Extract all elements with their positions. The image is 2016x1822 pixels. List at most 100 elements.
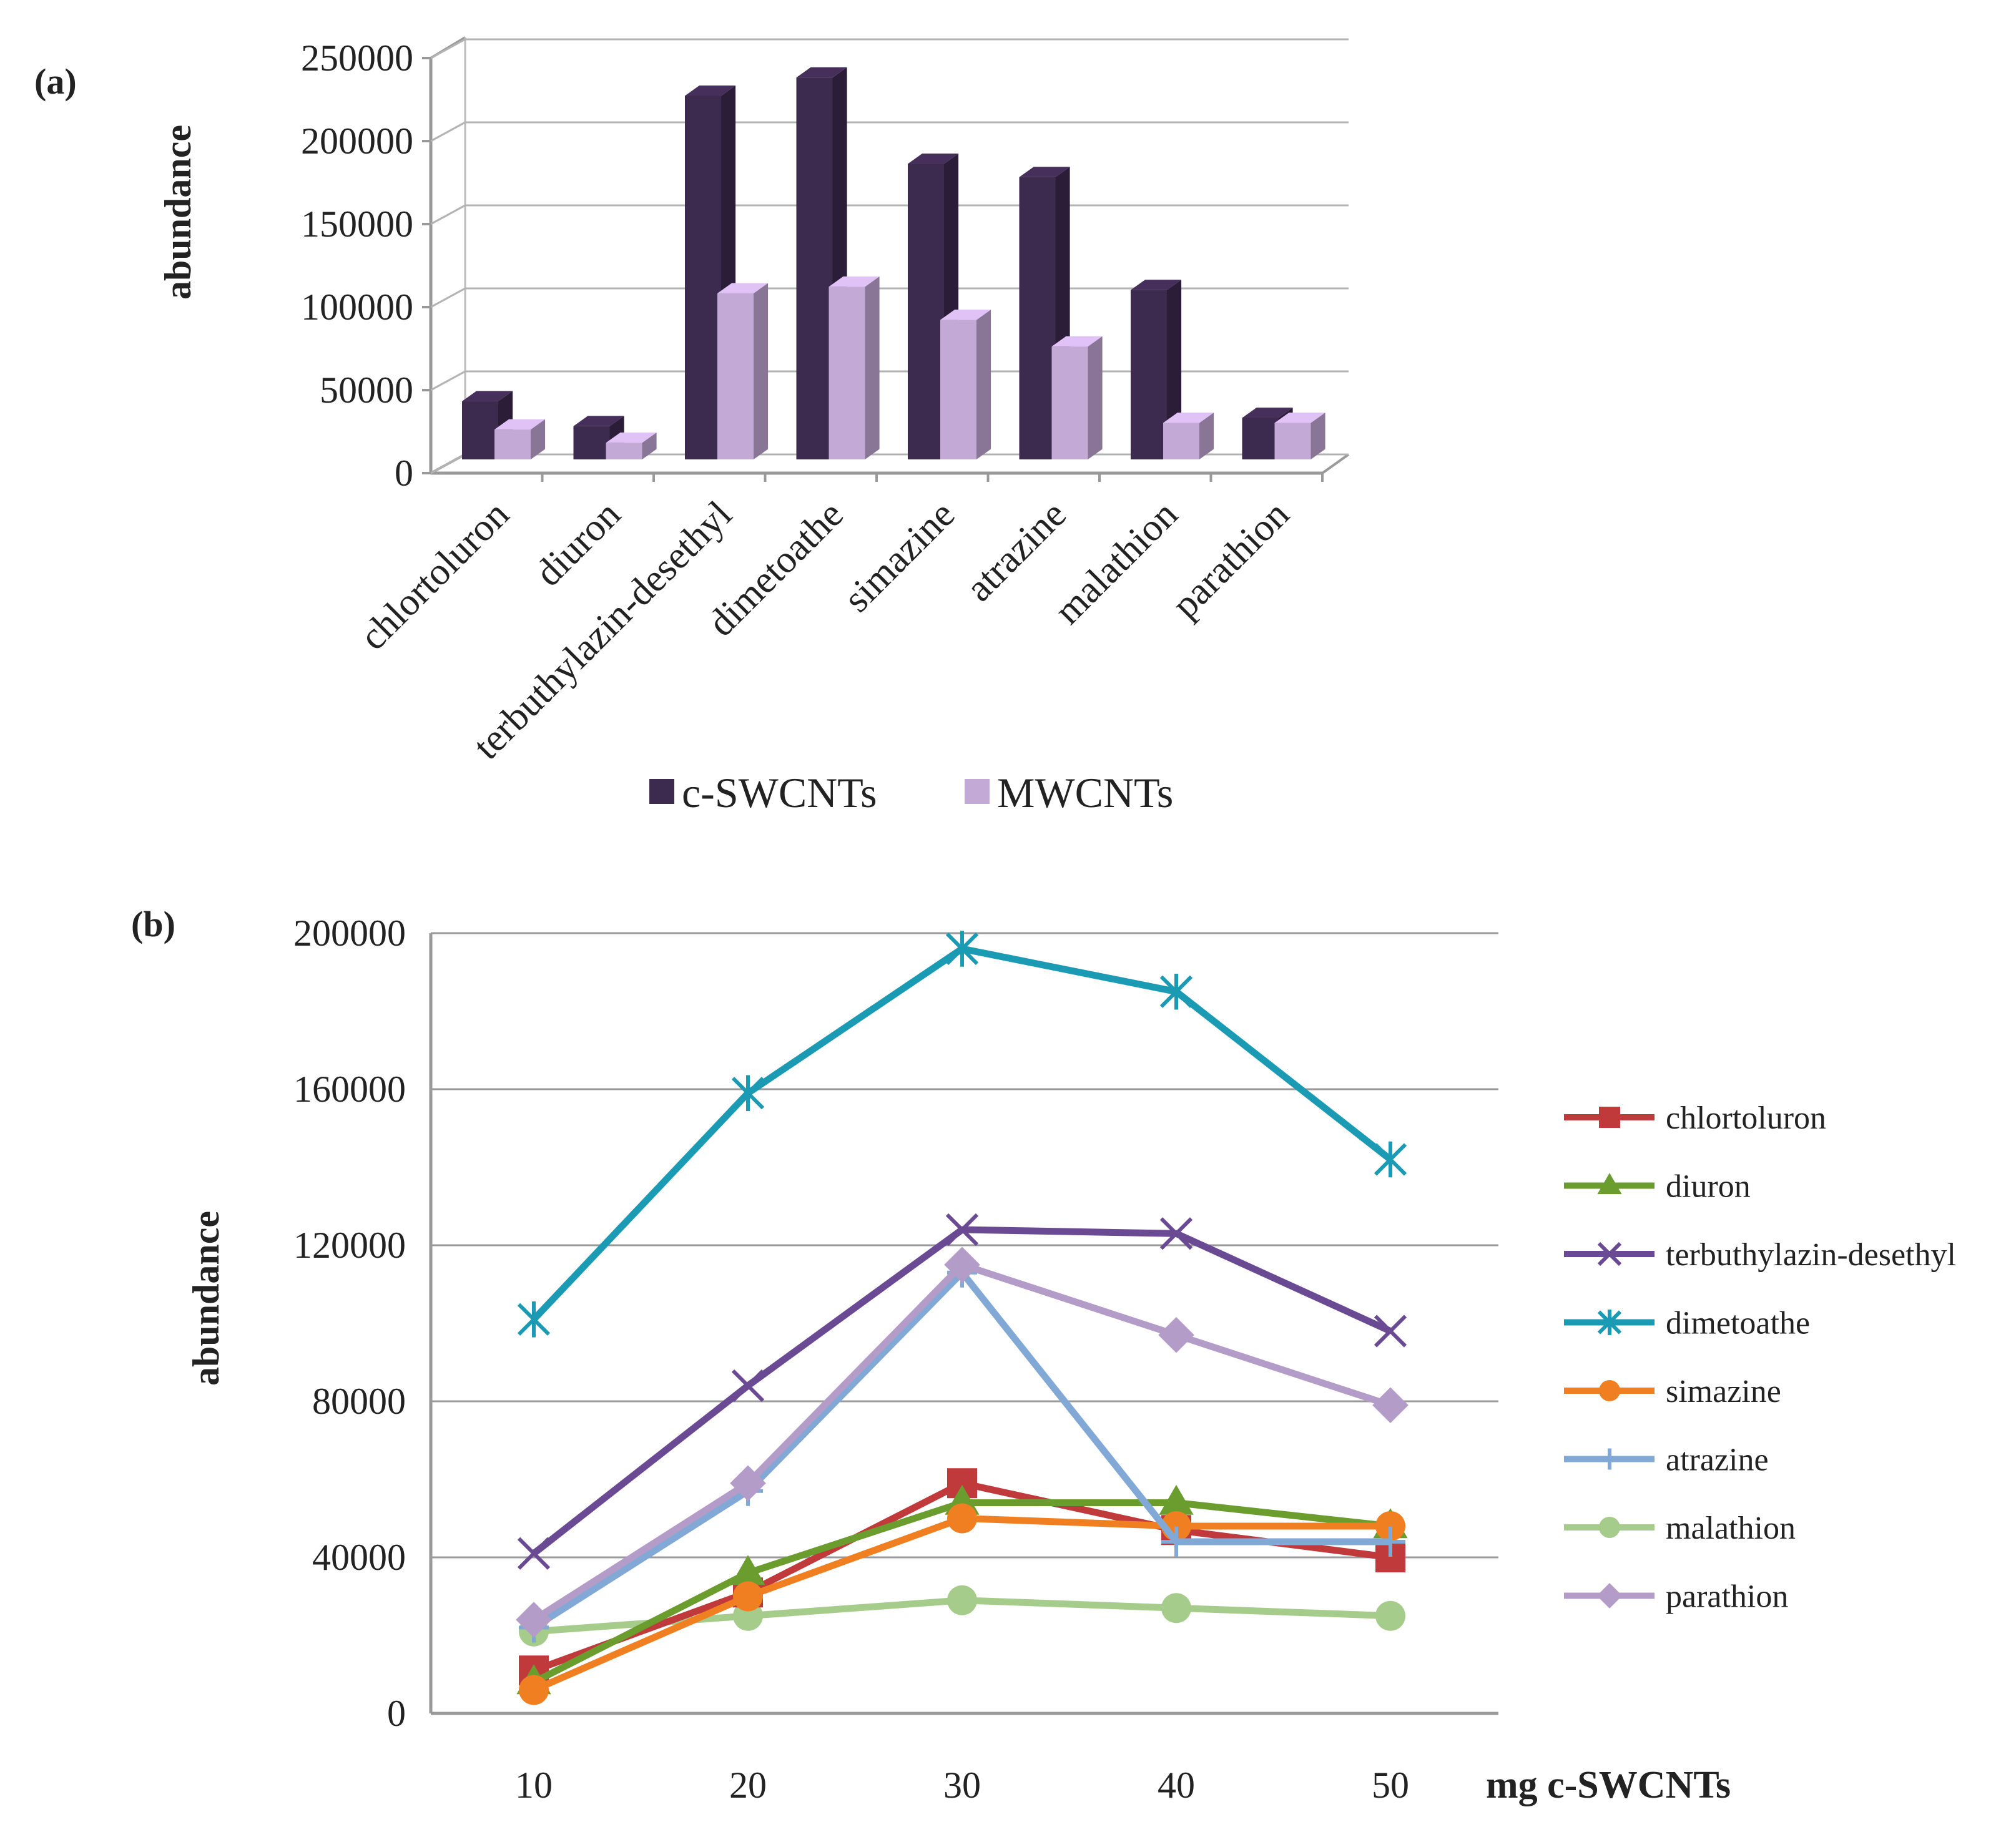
chart-b-marker bbox=[947, 1585, 977, 1615]
chart-b-marker bbox=[1599, 1517, 1620, 1538]
chart-a-category-labels: chlortoluron diuronterbuthylazin-desethyl… bbox=[352, 473, 1324, 768]
chart-b-marker bbox=[1159, 1217, 1193, 1250]
chart-a-category-label: simazine bbox=[836, 493, 963, 620]
chart-a-gridlines bbox=[430, 38, 1349, 474]
panel-a-label: (a) bbox=[34, 61, 77, 102]
series-atrazine bbox=[519, 1257, 1405, 1643]
chart-a-bars bbox=[462, 67, 1325, 459]
chart-a-gridline-side bbox=[430, 121, 466, 142]
chart-b-y-tick-label: 200000 bbox=[293, 913, 406, 954]
chart-b-x-tick-label: 50 bbox=[1372, 1765, 1409, 1806]
legend-swatch-mwcnts bbox=[965, 779, 990, 804]
chart-b-y-tick-label: 160000 bbox=[293, 1069, 406, 1110]
legend-label-c-swcnts: c-SWCNTs bbox=[682, 769, 877, 816]
chart-b-marker bbox=[1159, 973, 1193, 1010]
bar-mwcnts-simazine bbox=[940, 310, 991, 459]
series-terbuthylazin-desethyl bbox=[517, 1213, 1407, 1570]
bar-mwcnts-malathion bbox=[1163, 412, 1214, 459]
chart-a-y-tick-label: 100000 bbox=[301, 287, 413, 328]
chart-b-marker bbox=[730, 1465, 766, 1502]
series-dimetoathe bbox=[517, 931, 1407, 1338]
chart-a-y-ticks: 0 50000 100000 150000 200000 250000 bbox=[301, 37, 431, 494]
chart-b-y-tick-label: 80000 bbox=[312, 1381, 406, 1422]
chart-b-marker bbox=[1375, 1600, 1405, 1631]
legend-label-mwcnts: MWCNTs bbox=[997, 769, 1173, 816]
chart-b-marker bbox=[1158, 1316, 1194, 1353]
chart-b-marker bbox=[945, 1213, 979, 1247]
chart-b-marker bbox=[944, 1247, 980, 1283]
chart-b-x-tick-label: 20 bbox=[729, 1765, 767, 1806]
bar-mwcnts-terbuthylazin-desethyl bbox=[717, 283, 769, 459]
chart-a-y-tick-label: 150000 bbox=[301, 203, 413, 245]
chart-b-marker bbox=[1374, 1315, 1407, 1348]
bar-mwcnts-parathion bbox=[1274, 412, 1325, 459]
chart-b-marker bbox=[1597, 1242, 1622, 1266]
legend-label: simazine bbox=[1666, 1374, 1781, 1409]
chart-b-marker bbox=[947, 1503, 977, 1534]
chart-b-marker bbox=[1599, 1448, 1620, 1470]
chart-a-category-label: parathion bbox=[1164, 493, 1297, 627]
bar-mwcnts-dimetoathe bbox=[829, 276, 880, 459]
chart-b-marker bbox=[1596, 1583, 1623, 1609]
chart-b-marker bbox=[1599, 1107, 1620, 1128]
chart-b-x-ticks: 10 20 30 40 50 bbox=[515, 1765, 1409, 1806]
chart-b-y-tick-label: 120000 bbox=[293, 1225, 406, 1266]
chart-a-gridline-side bbox=[430, 204, 466, 225]
panel-b-label: (b) bbox=[131, 904, 175, 944]
chart-b-y-ticks: 0 40000 80000 120000 160000 200000 bbox=[293, 913, 406, 1734]
chart-a-category-label: chlortoluron bbox=[352, 493, 518, 659]
legend-label: terbuthylazin-desethyl bbox=[1666, 1237, 1956, 1273]
legend-item-dimetoathe: dimetoathe bbox=[1564, 1306, 1810, 1341]
chart-a-y-tick-label: 250000 bbox=[301, 37, 413, 79]
chart-b: (b) abundance mg c-SWCNTs 0 40000 80000 120… bbox=[131, 904, 1956, 1806]
chart-b-xlabel: mg c-SWCNTs bbox=[1486, 1764, 1731, 1806]
chart-a-gridline-side bbox=[430, 453, 466, 474]
chart-b-ylabel: abundance bbox=[185, 1211, 227, 1386]
chart-b-marker bbox=[517, 1301, 551, 1338]
legend-label: atrazine bbox=[1666, 1442, 1769, 1478]
chart-b-marker bbox=[517, 1537, 551, 1570]
chart-b-marker bbox=[731, 1369, 765, 1403]
series-parathion bbox=[516, 1247, 1409, 1638]
chart-a-floor-right bbox=[1321, 453, 1350, 474]
chart-b-marker bbox=[1374, 1141, 1407, 1178]
chart-a-gridline-side bbox=[430, 370, 466, 391]
chart-a-gridline-side bbox=[430, 287, 466, 308]
chart-b-marker bbox=[731, 1075, 765, 1112]
chart-b-y-tick-label: 0 bbox=[387, 1693, 406, 1734]
chart-a-category-label: diuron bbox=[527, 493, 629, 595]
chart-b-marker bbox=[730, 1555, 765, 1585]
bar-mwcnts-chlortoluron bbox=[494, 419, 546, 459]
chart-b-marker bbox=[1599, 1380, 1620, 1401]
legend-label: chlortoluron bbox=[1666, 1100, 1826, 1136]
legend-item-terbuthylazin-desethyl: terbuthylazin-desethyl bbox=[1564, 1237, 1956, 1273]
bar-mwcnts-atrazine bbox=[1051, 336, 1103, 459]
legend-label: parathion bbox=[1666, 1579, 1788, 1615]
chart-b-marker bbox=[1159, 1484, 1194, 1515]
legend-item-chlortoluron: chlortoluron bbox=[1564, 1100, 1826, 1136]
chart-b-marker bbox=[1375, 1527, 1405, 1557]
chart-b-marker bbox=[516, 1602, 552, 1638]
chart-b-series bbox=[516, 931, 1409, 1705]
chart-a-y-tick-label: 50000 bbox=[320, 370, 413, 411]
chart-b-marker bbox=[1161, 1527, 1191, 1557]
chart-a-ylabel: abundance bbox=[157, 125, 199, 300]
chart-b-x-tick-label: 30 bbox=[943, 1765, 981, 1806]
legend-item-malathion: malathion bbox=[1564, 1511, 1796, 1546]
chart-b-gridlines bbox=[431, 932, 1498, 1559]
chart-b-marker bbox=[1161, 1593, 1191, 1624]
legend-label: dimetoathe bbox=[1666, 1306, 1810, 1341]
chart-a-y-tick-label: 0 bbox=[395, 453, 413, 494]
bar-mwcnts-diuron bbox=[606, 432, 657, 459]
series-line-parathion bbox=[532, 1261, 1392, 1623]
chart-b-marker bbox=[1375, 1511, 1405, 1541]
chart-b-marker bbox=[1372, 1387, 1409, 1424]
legend-item-parathion: parathion bbox=[1564, 1579, 1788, 1615]
chart-a-gridline-side bbox=[430, 38, 466, 59]
legend-item-atrazine: atrazine bbox=[1564, 1442, 1769, 1478]
legend-label: diuron bbox=[1666, 1169, 1751, 1205]
chart-a: (a) abundance 0 50000 100000 150000 200000 25… bbox=[34, 36, 1350, 816]
legend-item-simazine: simazine bbox=[1564, 1374, 1781, 1409]
chart-a-y-tick-label: 200000 bbox=[301, 120, 413, 162]
